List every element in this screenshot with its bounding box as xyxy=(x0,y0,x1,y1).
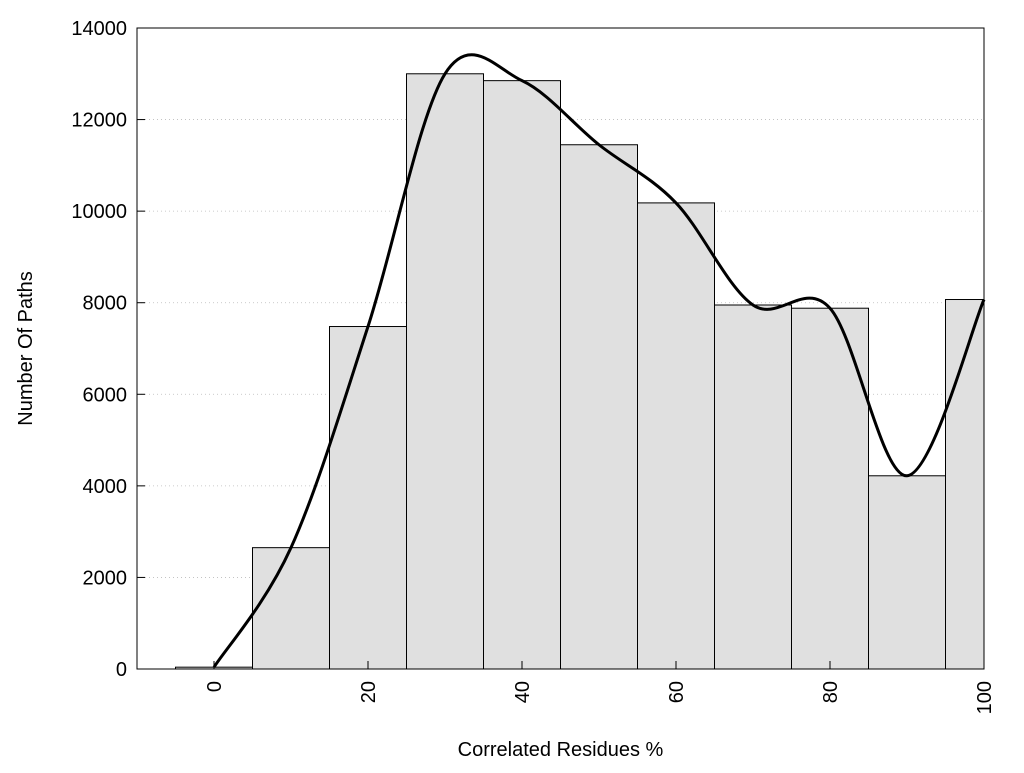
x-tick-label: 0 xyxy=(204,681,226,692)
x-tick-label: 40 xyxy=(512,681,534,703)
x-tick-label: 60 xyxy=(666,681,688,703)
smooth-trend-line xyxy=(212,53,986,668)
y-tick-label: 2000 xyxy=(83,567,128,589)
y-tick-label: 6000 xyxy=(83,384,128,406)
histogram-bar xyxy=(252,547,330,670)
trend-line-layer xyxy=(212,53,986,668)
y-tick-label: 4000 xyxy=(83,476,128,498)
y-tick-label: 12000 xyxy=(71,110,127,132)
y-tick-label: 0 xyxy=(116,659,127,681)
histogram-bar xyxy=(791,307,869,670)
histogram-bar xyxy=(483,80,561,670)
y-tick-label: 10000 xyxy=(71,201,127,223)
x-axis-title: Correlated Residues % xyxy=(458,739,664,761)
histogram-bars xyxy=(175,73,985,670)
histogram-bar xyxy=(637,202,715,670)
y-tick-label: 8000 xyxy=(83,293,128,315)
histogram-bar xyxy=(560,144,638,670)
x-tick-label: 80 xyxy=(820,681,842,703)
histogram-bar xyxy=(329,326,407,670)
y-axis-ticks: 0 2000 4000 6000 8000 10000 12000 14000 xyxy=(71,18,145,681)
x-axis-ticks: 0 20 40 60 80 100 xyxy=(204,661,996,714)
plot-frame xyxy=(136,27,985,670)
histogram-bar xyxy=(868,475,946,670)
histogram-bar xyxy=(406,73,484,670)
y-axis-title: Number Of Paths xyxy=(15,271,37,426)
histogram-bar xyxy=(714,304,792,670)
x-tick-label: 20 xyxy=(358,681,380,703)
x-tick-label: 100 xyxy=(974,681,996,714)
y-tick-label: 14000 xyxy=(71,18,127,40)
